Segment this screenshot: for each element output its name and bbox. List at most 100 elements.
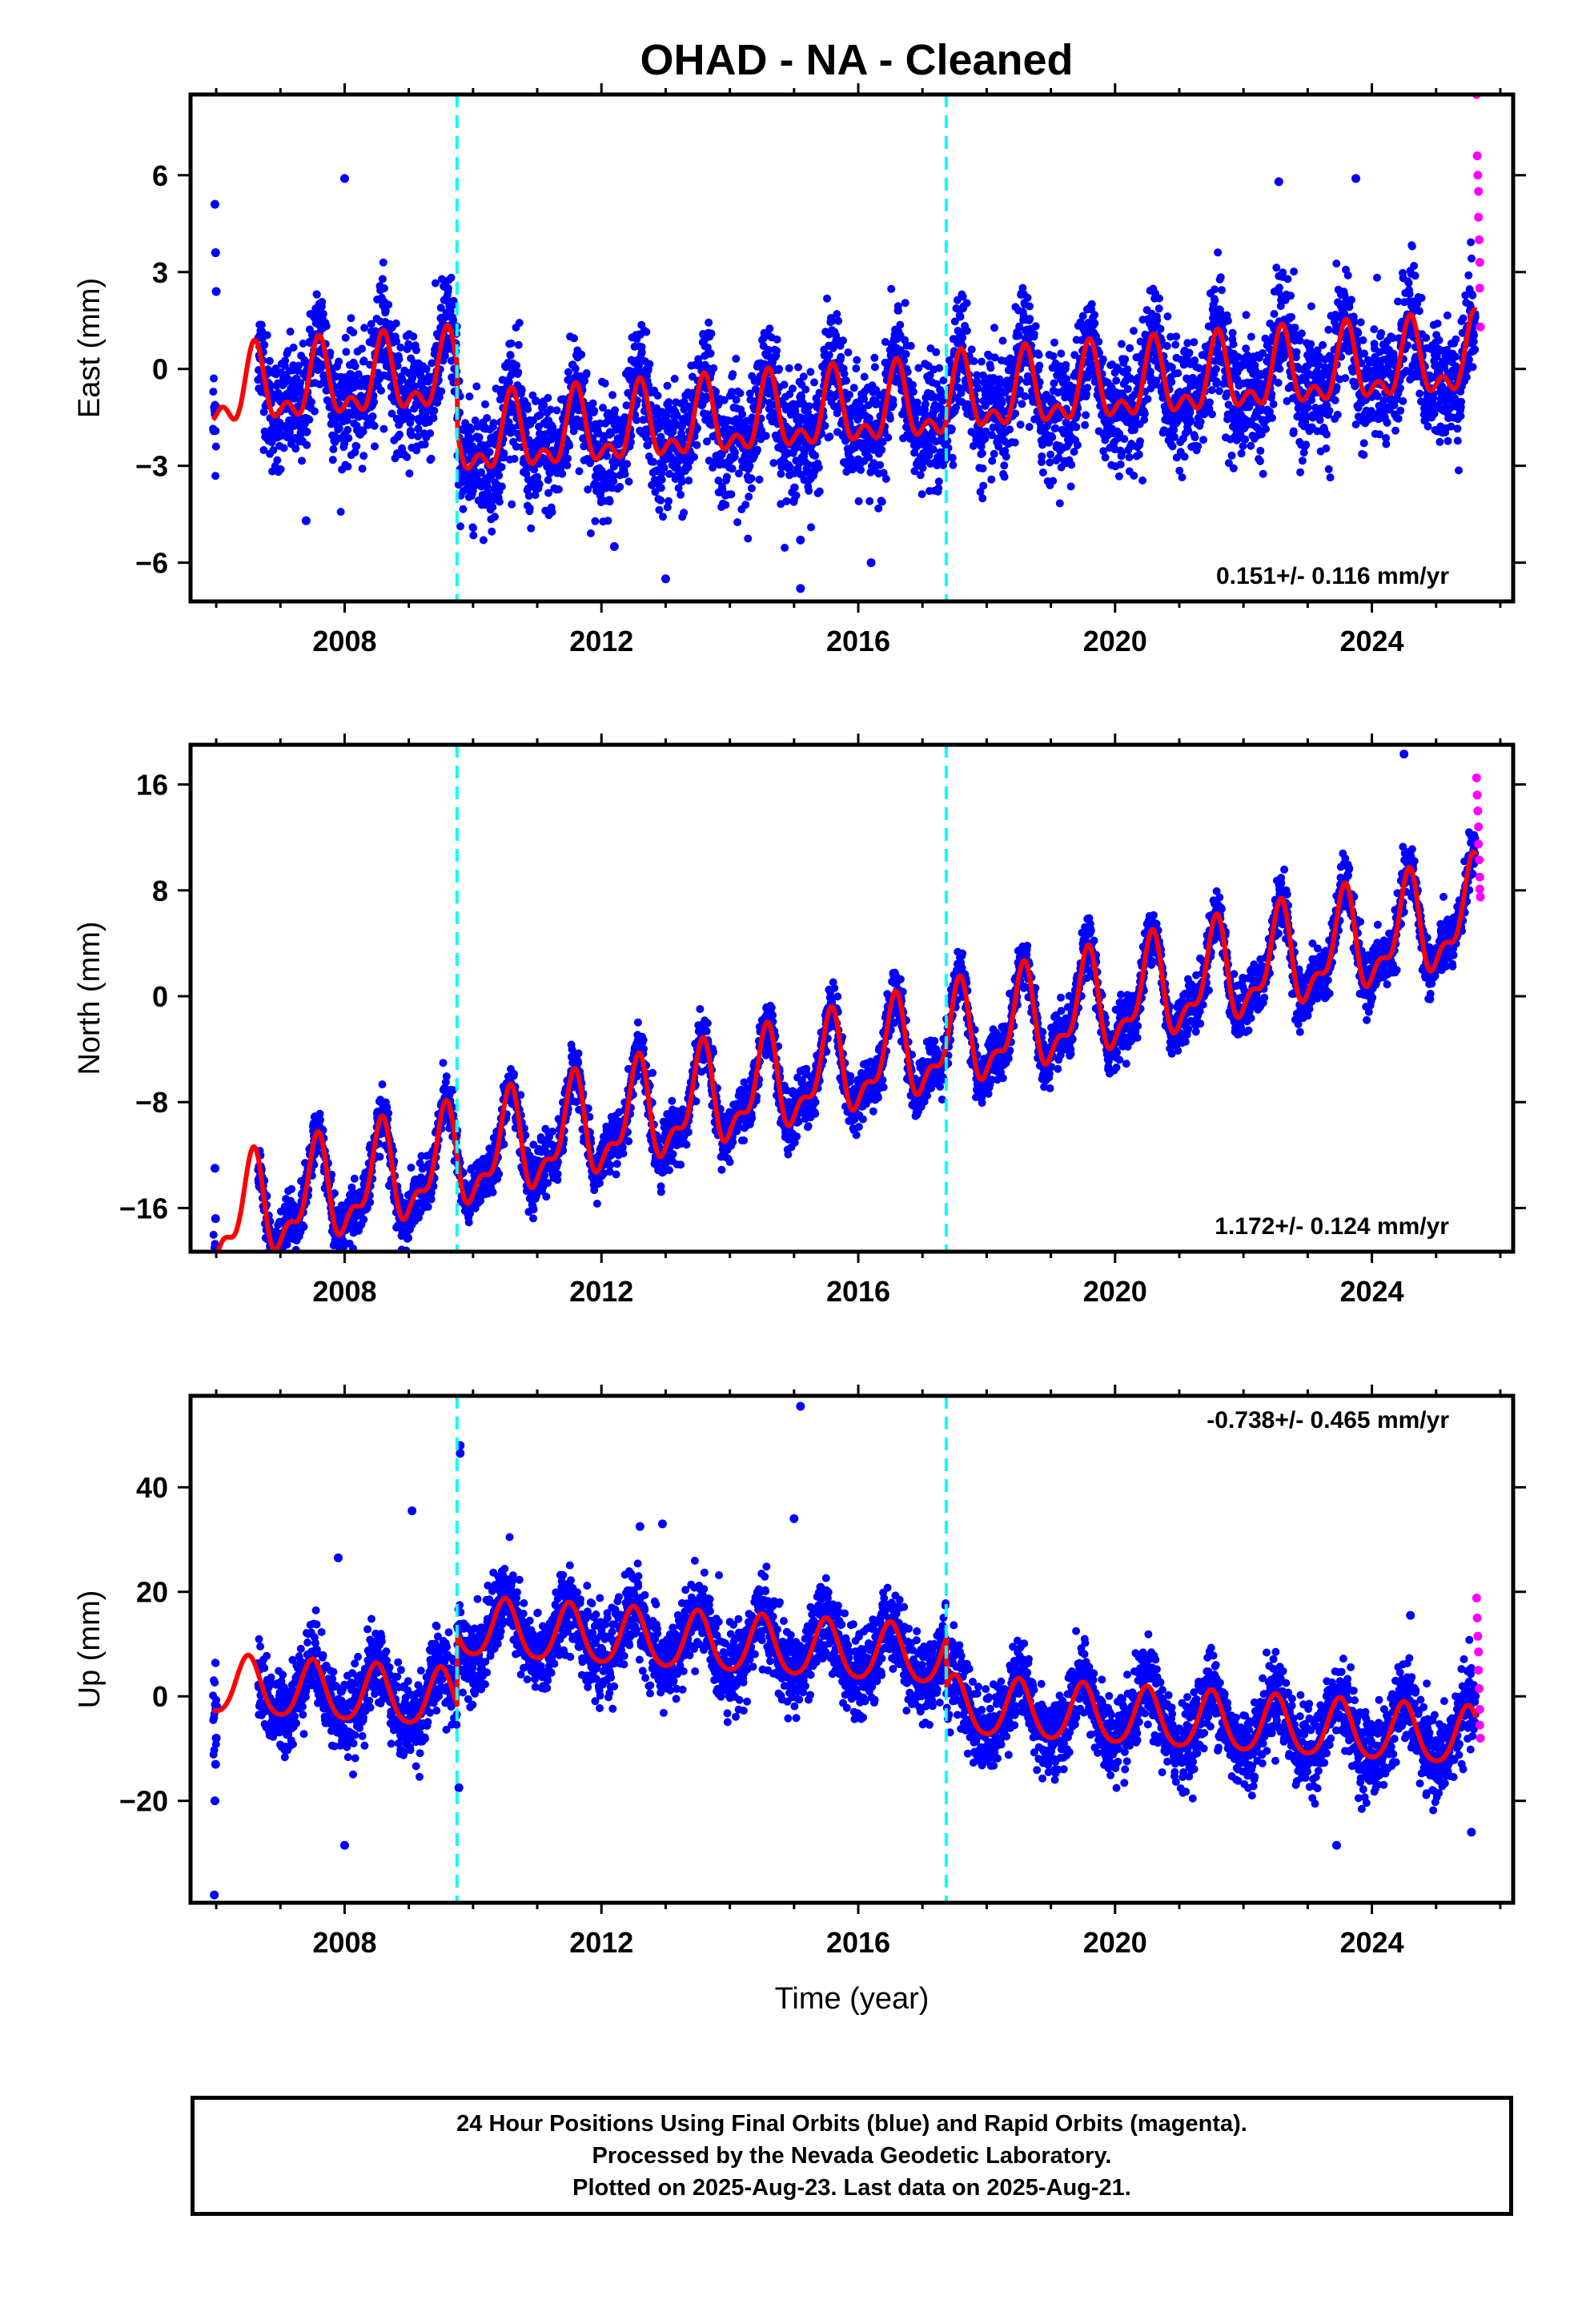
x-tick-label: 2016	[826, 625, 890, 657]
rapid-point	[1473, 171, 1483, 180]
model-fit-line	[211, 1595, 1479, 1763]
outlier-point	[1274, 177, 1283, 187]
x-tick-label: 2024	[1340, 1275, 1404, 1308]
axes-frame	[188, 92, 1516, 604]
rapid-point	[1472, 790, 1482, 800]
final-point-cloud	[209, 1533, 1480, 1815]
footer-line-3: Plotted on 2025-Aug-23. Last data on 202…	[572, 2175, 1131, 2201]
outlier-point	[339, 174, 349, 183]
final-orbit-points	[209, 750, 1480, 1252]
outlier-point	[210, 1890, 219, 1900]
plot-area	[209, 745, 1485, 1252]
final-point-cloud	[209, 828, 1480, 1252]
x-tick-label: 2020	[1083, 625, 1147, 657]
outlier-point	[1467, 1827, 1476, 1837]
outlier-point	[211, 1733, 221, 1743]
outlier-point	[301, 516, 311, 525]
plot-area	[209, 94, 1485, 601]
panel-north: 2008 2012 2016 2020 2024 −16 −8 0 8 16 North (mm) 1…	[73, 734, 1526, 1308]
x-tick-label: 2008	[312, 1275, 376, 1308]
y-axis-label: North (mm)	[73, 921, 106, 1075]
x-tick-label: 2012	[569, 625, 633, 657]
x-tick-label: 2024	[1340, 625, 1404, 657]
rapid-point	[1475, 1705, 1484, 1715]
rapid-point	[1472, 1594, 1481, 1603]
outlier-point	[1399, 750, 1409, 759]
rapid-point	[1474, 839, 1484, 849]
x-tick-label: 2016	[826, 1275, 890, 1308]
x-axis-label: Time (year)	[775, 1982, 930, 2016]
x-tick-label: 2012	[569, 1926, 633, 1959]
chart-title: OHAD - NA - Cleaned	[640, 36, 1074, 84]
plot-area	[209, 1396, 1485, 1903]
axes-frame	[188, 742, 1516, 1254]
y-tick-label: 20	[136, 1576, 168, 1609]
velocity-label: -0.738+/- 0.465 mm/yr	[1207, 1407, 1449, 1433]
outlier-point	[211, 1214, 220, 1224]
outlier-point	[333, 1236, 343, 1246]
outlier-point	[211, 1759, 220, 1769]
rapid-point	[1476, 322, 1485, 332]
x-tick-label: 2024	[1340, 1926, 1404, 1959]
x-tick-label: 2008	[312, 1926, 376, 1959]
rapid-point	[1472, 773, 1481, 782]
y-axis-label: East (mm)	[73, 278, 106, 418]
outlier-point	[210, 1164, 219, 1173]
rapid-point	[1474, 235, 1484, 244]
outlier-point	[408, 1506, 417, 1516]
y-tick-label: 0	[152, 1680, 168, 1713]
y-tick-label: −6	[135, 547, 168, 580]
outlier-point	[210, 199, 219, 209]
rapid-point	[1473, 1631, 1483, 1641]
rapid-point	[1474, 1647, 1484, 1657]
rapid-orbit-points	[1472, 1594, 1485, 1743]
y-tick-label: −8	[135, 1086, 168, 1119]
y-tick-label: 6	[152, 159, 168, 192]
outlier-point	[661, 574, 670, 584]
y-axis-label: Up (mm)	[73, 1590, 106, 1709]
y-tick-label: 3	[152, 256, 168, 289]
outlier-point	[456, 1449, 465, 1458]
outlier-point	[1331, 1840, 1341, 1850]
y-tick-label: 8	[152, 875, 168, 907]
panel-east: 2008 2012 2016 2020 2024 −6 −3 0 3 6 East (mm) 0.15…	[73, 83, 1526, 657]
outlier-point	[211, 248, 220, 258]
outlier-point	[333, 1210, 343, 1220]
outlier-point	[796, 1401, 805, 1411]
y-tick-label: 16	[136, 769, 168, 802]
rapid-point	[1474, 822, 1484, 831]
rapid-point	[1476, 892, 1485, 902]
rapid-point	[1472, 1613, 1482, 1622]
x-tick-label: 2008	[312, 625, 376, 657]
outlier-point	[657, 1519, 667, 1529]
velocity-label: 0.151+/- 0.116 mm/yr	[1216, 563, 1449, 589]
model-fit-line	[215, 849, 1479, 1252]
outlier-point	[796, 535, 805, 545]
rapid-point	[1475, 283, 1484, 293]
outlier-point	[1351, 174, 1361, 183]
footer-line-2: Processed by the Nevada Geodetic Laborat…	[592, 2143, 1112, 2169]
y-tick-label: 40	[136, 1471, 168, 1504]
rapid-point	[1475, 1720, 1484, 1730]
rapid-point	[1473, 806, 1483, 816]
outlier-point	[210, 1796, 219, 1806]
y-tick-label: 0	[152, 980, 168, 1013]
rapid-point	[1476, 1733, 1485, 1743]
outlier-point	[454, 1783, 464, 1792]
outlier-point	[796, 584, 805, 593]
y-tick-label: 0	[152, 353, 168, 386]
rapid-orbit-points	[1472, 94, 1485, 332]
rapid-point	[1474, 855, 1484, 865]
outlier-point	[789, 1514, 799, 1523]
rapid-point	[1474, 187, 1484, 196]
final-orbit-points	[209, 174, 1480, 593]
rapid-point	[1474, 1666, 1484, 1675]
x-tick-label: 2012	[569, 1275, 633, 1308]
outlier-point	[866, 558, 876, 568]
outlier-point	[609, 541, 619, 551]
footer-line-1: 24 Hour Positions Using Final Orbits (bl…	[456, 2111, 1247, 2137]
final-orbit-points	[209, 1401, 1480, 1900]
rapid-point	[1474, 1683, 1484, 1693]
panel-up: 2008 2012 2016 2020 2024 −20 0 20 40 Up (mm) Time …	[73, 1385, 1526, 2016]
rapid-point	[1475, 872, 1484, 882]
